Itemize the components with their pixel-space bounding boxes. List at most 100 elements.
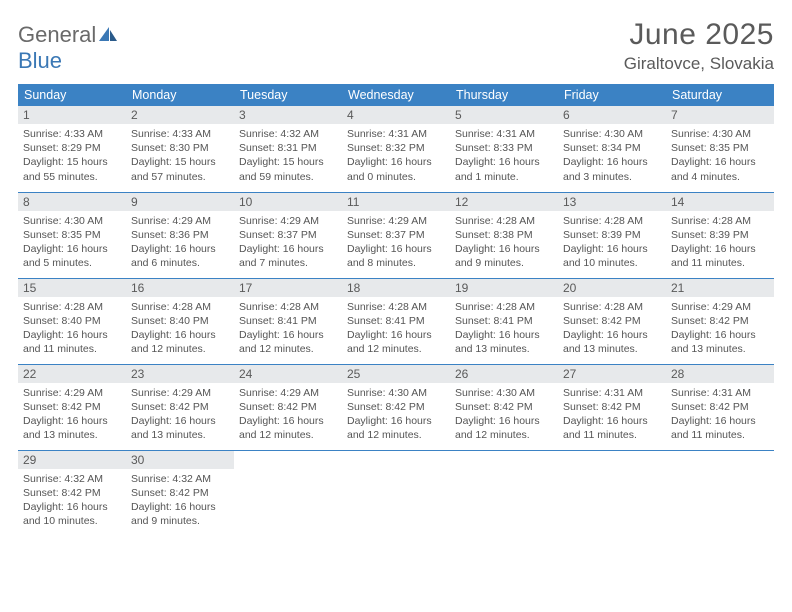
location-label: Giraltovce, Slovakia xyxy=(624,54,774,74)
day-body: Sunrise: 4:29 AM Sunset: 8:37 PM Dayligh… xyxy=(342,211,450,275)
daylight-line: Daylight: 16 hours and 3 minutes. xyxy=(563,156,648,182)
sunrise-line: Sunrise: 4:29 AM xyxy=(671,301,751,313)
daylight-line: Daylight: 16 hours and 10 minutes. xyxy=(563,243,648,269)
day-body: Sunrise: 4:33 AM Sunset: 8:30 PM Dayligh… xyxy=(126,124,234,188)
sunrise-line: Sunrise: 4:29 AM xyxy=(131,387,211,399)
calendar-cell-empty xyxy=(234,450,342,536)
sunset-line: Sunset: 8:42 PM xyxy=(239,401,317,413)
day-body: Sunrise: 4:31 AM Sunset: 8:42 PM Dayligh… xyxy=(558,383,666,447)
sunrise-line: Sunrise: 4:32 AM xyxy=(239,128,319,140)
calendar-cell: 11 Sunrise: 4:29 AM Sunset: 8:37 PM Dayl… xyxy=(342,192,450,278)
calendar-cell: 18 Sunrise: 4:28 AM Sunset: 8:41 PM Dayl… xyxy=(342,278,450,364)
daylight-line: Daylight: 16 hours and 10 minutes. xyxy=(23,501,108,527)
daylight-line: Daylight: 16 hours and 11 minutes. xyxy=(23,329,108,355)
day-body: Sunrise: 4:28 AM Sunset: 8:39 PM Dayligh… xyxy=(558,211,666,275)
day-number: 2 xyxy=(126,106,234,124)
day-body: Sunrise: 4:30 AM Sunset: 8:42 PM Dayligh… xyxy=(342,383,450,447)
weekday-header: Saturday xyxy=(666,84,774,106)
calendar-cell: 12 Sunrise: 4:28 AM Sunset: 8:38 PM Dayl… xyxy=(450,192,558,278)
sunset-line: Sunset: 8:42 PM xyxy=(563,315,641,327)
calendar-cell: 2 Sunrise: 4:33 AM Sunset: 8:30 PM Dayli… xyxy=(126,106,234,192)
calendar-cell: 15 Sunrise: 4:28 AM Sunset: 8:40 PM Dayl… xyxy=(18,278,126,364)
sunrise-line: Sunrise: 4:30 AM xyxy=(347,387,427,399)
sunset-line: Sunset: 8:37 PM xyxy=(347,229,425,241)
daylight-line: Daylight: 16 hours and 13 minutes. xyxy=(23,415,108,441)
daylight-line: Daylight: 16 hours and 11 minutes. xyxy=(671,415,756,441)
day-number: 26 xyxy=(450,365,558,383)
calendar-row: 8 Sunrise: 4:30 AM Sunset: 8:35 PM Dayli… xyxy=(18,192,774,278)
day-number: 8 xyxy=(18,193,126,211)
sunrise-line: Sunrise: 4:30 AM xyxy=(563,128,643,140)
day-number: 16 xyxy=(126,279,234,297)
sunset-line: Sunset: 8:40 PM xyxy=(131,315,209,327)
sunset-line: Sunset: 8:32 PM xyxy=(347,142,425,154)
day-body: Sunrise: 4:28 AM Sunset: 8:42 PM Dayligh… xyxy=(558,297,666,361)
day-number: 11 xyxy=(342,193,450,211)
day-number: 18 xyxy=(342,279,450,297)
weekday-header: Monday xyxy=(126,84,234,106)
calendar-cell: 17 Sunrise: 4:28 AM Sunset: 8:41 PM Dayl… xyxy=(234,278,342,364)
sunset-line: Sunset: 8:31 PM xyxy=(239,142,317,154)
sunrise-line: Sunrise: 4:29 AM xyxy=(239,387,319,399)
calendar-row: 22 Sunrise: 4:29 AM Sunset: 8:42 PM Dayl… xyxy=(18,364,774,450)
sunset-line: Sunset: 8:42 PM xyxy=(23,487,101,499)
sunrise-line: Sunrise: 4:29 AM xyxy=(239,215,319,227)
day-number: 20 xyxy=(558,279,666,297)
day-body: Sunrise: 4:28 AM Sunset: 8:39 PM Dayligh… xyxy=(666,211,774,275)
day-body: Sunrise: 4:30 AM Sunset: 8:34 PM Dayligh… xyxy=(558,124,666,188)
calendar-cell: 14 Sunrise: 4:28 AM Sunset: 8:39 PM Dayl… xyxy=(666,192,774,278)
brand-part2: Blue xyxy=(18,48,62,73)
sunset-line: Sunset: 8:39 PM xyxy=(563,229,641,241)
calendar-body: 1 Sunrise: 4:33 AM Sunset: 8:29 PM Dayli… xyxy=(18,106,774,536)
sunset-line: Sunset: 8:42 PM xyxy=(131,487,209,499)
day-number: 30 xyxy=(126,451,234,469)
sunrise-line: Sunrise: 4:28 AM xyxy=(131,301,211,313)
sunset-line: Sunset: 8:42 PM xyxy=(455,401,533,413)
page-title: June 2025 xyxy=(624,18,774,52)
sunrise-line: Sunrise: 4:31 AM xyxy=(455,128,535,140)
calendar-cell: 7 Sunrise: 4:30 AM Sunset: 8:35 PM Dayli… xyxy=(666,106,774,192)
calendar-cell: 26 Sunrise: 4:30 AM Sunset: 8:42 PM Dayl… xyxy=(450,364,558,450)
sunrise-line: Sunrise: 4:32 AM xyxy=(131,473,211,485)
daylight-line: Daylight: 16 hours and 9 minutes. xyxy=(131,501,216,527)
day-body: Sunrise: 4:29 AM Sunset: 8:36 PM Dayligh… xyxy=(126,211,234,275)
sunrise-line: Sunrise: 4:31 AM xyxy=(671,387,751,399)
header: General Blue June 2025 Giraltovce, Slova… xyxy=(18,18,774,74)
daylight-line: Daylight: 16 hours and 8 minutes. xyxy=(347,243,432,269)
daylight-line: Daylight: 16 hours and 11 minutes. xyxy=(671,243,756,269)
day-body: Sunrise: 4:29 AM Sunset: 8:42 PM Dayligh… xyxy=(18,383,126,447)
daylight-line: Daylight: 16 hours and 9 minutes. xyxy=(455,243,540,269)
day-body: Sunrise: 4:33 AM Sunset: 8:29 PM Dayligh… xyxy=(18,124,126,188)
day-body: Sunrise: 4:28 AM Sunset: 8:38 PM Dayligh… xyxy=(450,211,558,275)
brand-part1: General xyxy=(18,22,96,47)
day-body: Sunrise: 4:29 AM Sunset: 8:42 PM Dayligh… xyxy=(126,383,234,447)
sunrise-line: Sunrise: 4:30 AM xyxy=(455,387,535,399)
day-body: Sunrise: 4:28 AM Sunset: 8:40 PM Dayligh… xyxy=(126,297,234,361)
weekday-header: Sunday xyxy=(18,84,126,106)
sunrise-line: Sunrise: 4:29 AM xyxy=(131,215,211,227)
daylight-line: Daylight: 16 hours and 13 minutes. xyxy=(131,415,216,441)
calendar-cell: 30 Sunrise: 4:32 AM Sunset: 8:42 PM Dayl… xyxy=(126,450,234,536)
day-number: 23 xyxy=(126,365,234,383)
sunrise-line: Sunrise: 4:28 AM xyxy=(455,301,535,313)
calendar-cell: 19 Sunrise: 4:28 AM Sunset: 8:41 PM Dayl… xyxy=(450,278,558,364)
day-number: 29 xyxy=(18,451,126,469)
calendar-cell: 27 Sunrise: 4:31 AM Sunset: 8:42 PM Dayl… xyxy=(558,364,666,450)
sunset-line: Sunset: 8:42 PM xyxy=(671,315,749,327)
calendar-cell-empty xyxy=(342,450,450,536)
daylight-line: Daylight: 15 hours and 59 minutes. xyxy=(239,156,324,182)
weekday-header: Tuesday xyxy=(234,84,342,106)
day-body: Sunrise: 4:29 AM Sunset: 8:42 PM Dayligh… xyxy=(666,297,774,361)
sunrise-line: Sunrise: 4:28 AM xyxy=(239,301,319,313)
day-number: 3 xyxy=(234,106,342,124)
day-body: Sunrise: 4:30 AM Sunset: 8:42 PM Dayligh… xyxy=(450,383,558,447)
calendar-cell: 13 Sunrise: 4:28 AM Sunset: 8:39 PM Dayl… xyxy=(558,192,666,278)
day-number: 9 xyxy=(126,193,234,211)
calendar-cell: 16 Sunrise: 4:28 AM Sunset: 8:40 PM Dayl… xyxy=(126,278,234,364)
sunrise-line: Sunrise: 4:28 AM xyxy=(347,301,427,313)
calendar-row: 15 Sunrise: 4:28 AM Sunset: 8:40 PM Dayl… xyxy=(18,278,774,364)
calendar-cell: 24 Sunrise: 4:29 AM Sunset: 8:42 PM Dayl… xyxy=(234,364,342,450)
daylight-line: Daylight: 15 hours and 57 minutes. xyxy=(131,156,216,182)
sunset-line: Sunset: 8:42 PM xyxy=(671,401,749,413)
day-number: 25 xyxy=(342,365,450,383)
